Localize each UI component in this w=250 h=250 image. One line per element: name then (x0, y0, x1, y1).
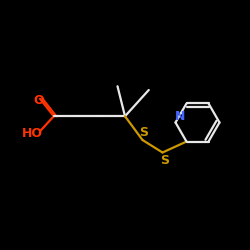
Text: N: N (175, 110, 185, 123)
Text: O: O (34, 94, 44, 106)
Text: S: S (160, 154, 170, 167)
Text: HO: HO (22, 127, 43, 140)
Text: S: S (139, 126, 148, 139)
